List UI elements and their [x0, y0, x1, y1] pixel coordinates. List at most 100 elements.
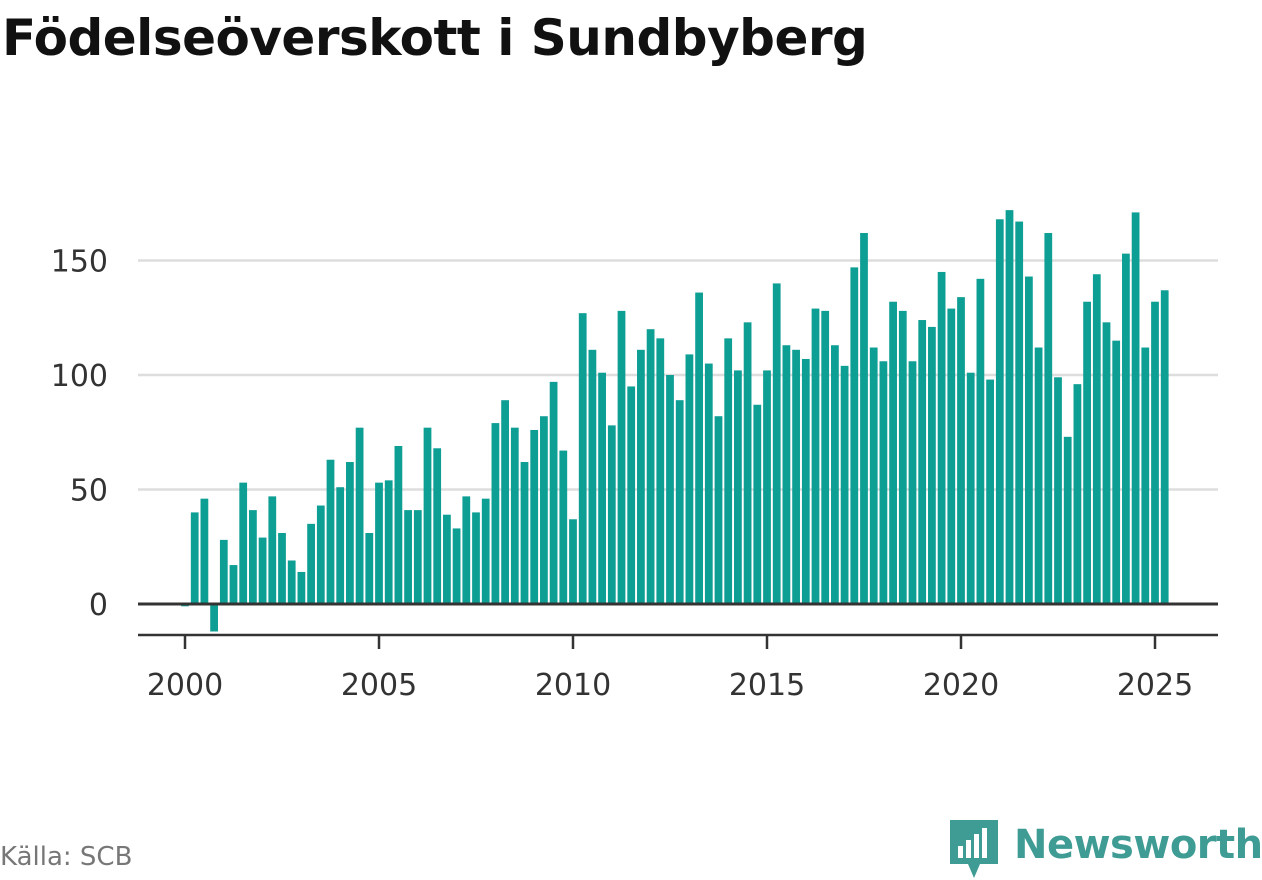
bar [763, 370, 771, 604]
bar [258, 537, 267, 604]
x-tick-label: 2005 [341, 668, 417, 703]
x-tick-label: 2000 [147, 668, 223, 703]
bar [1160, 290, 1169, 604]
bar [908, 361, 917, 604]
bar [287, 560, 296, 604]
bar [278, 533, 286, 604]
bar [520, 462, 529, 604]
bar [569, 519, 577, 604]
bar [724, 338, 733, 604]
bar [1073, 384, 1082, 604]
bar [1063, 436, 1072, 604]
bar [782, 345, 791, 604]
bar [947, 308, 956, 604]
brand-logo: Newsworthy [950, 818, 1262, 880]
bar [219, 539, 228, 604]
bar [1151, 301, 1159, 604]
x-tick-label: 2010 [535, 668, 611, 703]
bar [394, 445, 403, 604]
bar [530, 429, 539, 604]
bar [190, 512, 199, 604]
bar [365, 533, 374, 604]
bar [1092, 274, 1101, 604]
bar [598, 372, 606, 604]
x-tick-label: 2025 [1117, 668, 1193, 703]
bar [704, 363, 713, 604]
bar [976, 278, 985, 604]
bar [627, 386, 636, 604]
bar [384, 480, 393, 604]
bar [268, 496, 277, 604]
bar [443, 514, 451, 604]
bar [316, 505, 325, 604]
bar [239, 482, 248, 604]
bar [210, 604, 218, 632]
bar [821, 310, 830, 604]
bar [433, 448, 442, 604]
chart-title: Födelseöverskott i Sundbyberg [2, 9, 868, 67]
bar [501, 400, 509, 604]
bar [957, 297, 965, 604]
bar [1112, 340, 1121, 604]
x-tick-label: 2020 [923, 668, 999, 703]
bar [840, 365, 849, 604]
axes [138, 602, 1218, 637]
bar [831, 345, 839, 604]
bar [326, 459, 335, 604]
bar [404, 510, 412, 604]
bar [637, 349, 645, 604]
bar [491, 423, 500, 604]
brand-name: Newsworthy [1014, 822, 1262, 868]
y-tick-label: 50 [70, 474, 108, 509]
bar [336, 487, 345, 604]
bar [666, 375, 674, 604]
bar [297, 571, 306, 604]
y-tick-label: 0 [89, 588, 108, 623]
bar [249, 510, 257, 604]
bar [772, 283, 781, 604]
bar [200, 498, 209, 604]
bar [510, 427, 519, 604]
bar [656, 338, 665, 604]
bar [559, 450, 568, 604]
bar [1083, 301, 1091, 604]
bar [375, 482, 383, 604]
bar [1044, 233, 1053, 604]
x-axis-ticks: 2000 2005 2010 2015 2020 2025 [147, 635, 1193, 703]
bar [229, 565, 238, 604]
bar [413, 510, 422, 604]
bar [1005, 210, 1014, 604]
bar [850, 267, 859, 604]
bar-chart: 0 50 100 150 2000 2005 2010 2015 2020 2025 [51, 210, 1218, 703]
bar [966, 372, 975, 604]
bar [753, 404, 762, 604]
bar [811, 308, 820, 604]
bar [1141, 347, 1150, 604]
bar [462, 496, 471, 604]
bar [898, 310, 907, 604]
bar [452, 528, 461, 604]
y-tick-label: 150 [51, 245, 108, 280]
bar [617, 310, 626, 604]
bar [889, 301, 897, 604]
bar [995, 219, 1004, 604]
source-note: Källa: SCB [0, 842, 133, 872]
bar [588, 349, 597, 604]
bar [801, 358, 810, 604]
bar [695, 292, 703, 604]
bar [1025, 276, 1033, 604]
bar [918, 320, 927, 604]
bar [307, 523, 315, 604]
bar [1015, 221, 1024, 604]
bar [549, 381, 558, 604]
bar [646, 329, 655, 604]
bar [986, 379, 994, 604]
bar [540, 416, 548, 604]
bar [1102, 322, 1111, 604]
bar [346, 462, 354, 604]
bar [472, 512, 480, 604]
bar [1131, 212, 1140, 604]
bar [675, 400, 684, 604]
bar [481, 498, 490, 604]
bar [714, 416, 723, 604]
